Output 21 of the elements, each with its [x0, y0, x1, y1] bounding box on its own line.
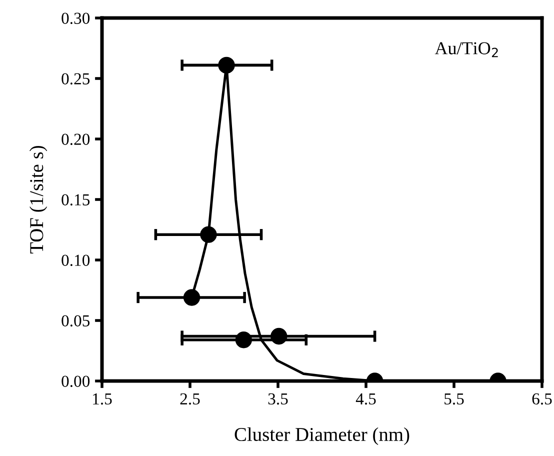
x-tick-label: 5.5 — [444, 393, 464, 405]
y-tick-label: 0.10 — [62, 254, 90, 266]
point — [183, 289, 200, 306]
point — [270, 328, 288, 345]
x-tick-label: 3.5 — [268, 393, 288, 405]
y-tick-label: 0.25 — [62, 73, 90, 85]
x-tick-label: 4.5 — [356, 393, 376, 405]
x-tick-label: 1.5 — [93, 393, 112, 405]
x-axis-title: Cluster Diameter (nm) — [234, 427, 410, 445]
y-tick-label: 0.30 — [62, 12, 90, 24]
y-tick-label: 0.00 — [62, 376, 90, 388]
x-tick-label: 6.5 — [532, 393, 552, 405]
y-tick-label: 0.15 — [62, 194, 90, 206]
point — [218, 56, 235, 74]
y-axis-title: TOF (1/site s) — [30, 146, 48, 254]
y-tick-label: 0.20 — [62, 134, 90, 146]
x-tick-label: 2.5 — [180, 393, 200, 405]
point — [235, 332, 252, 348]
annotation: Au/TiO$_{2}$ — [434, 42, 498, 58]
point — [200, 226, 217, 243]
y-tick-label: 0.05 — [62, 315, 90, 327]
